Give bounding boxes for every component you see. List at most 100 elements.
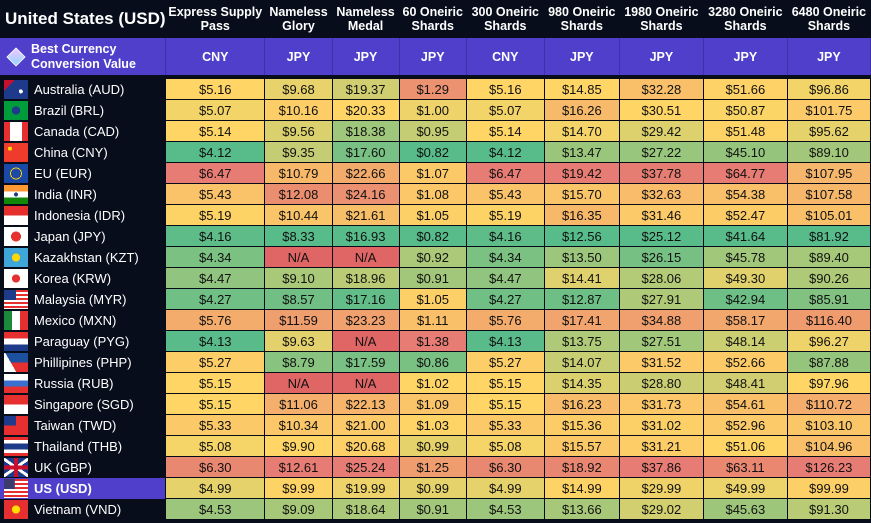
column-header[interactable]: 60 Oneiric Shards [399, 0, 467, 38]
country-cell: EU (EUR) [0, 162, 166, 184]
price-cell: $0.86 [398, 351, 467, 373]
price-cell: $4.47 [465, 267, 545, 289]
price-cell: N/A [331, 330, 400, 352]
table-row: India (INR) $5.43 $12.08 $24.16 $1.08 $5.43 $1… [0, 183, 871, 205]
price-cell: $5.27 [165, 351, 266, 373]
country-cell: Korea (KRW) [0, 267, 166, 289]
price-cell: $0.91 [398, 267, 467, 289]
price-cell: $41.64 [702, 225, 788, 247]
column-header[interactable]: 980 Oneiric Shards [544, 0, 620, 38]
price-cell: $1.00 [398, 99, 467, 121]
country-cell: Russia (RUB) [0, 372, 166, 394]
price-cell: $1.05 [398, 204, 467, 226]
price-cell: $22.13 [331, 393, 400, 415]
price-cell: $126.23 [786, 456, 871, 478]
country-label: India (INR) [34, 186, 97, 202]
country-cell: Canada (CAD) [0, 120, 166, 142]
column-header[interactable]: 300 Oneiric Shards [466, 0, 545, 38]
price-cell: $107.95 [786, 162, 871, 184]
price-cell: $90.26 [786, 267, 871, 289]
price-cell: $20.33 [331, 99, 400, 121]
price-cell: $5.43 [165, 183, 266, 205]
price-cell: $31.52 [618, 351, 704, 373]
best-currency-cell: JPY [703, 38, 788, 75]
price-cell: $4.34 [465, 246, 545, 268]
price-cell: $116.40 [786, 309, 871, 331]
country-label: Brazil (BRL) [34, 102, 105, 118]
table-row: Phillipines (PHP) $5.27 $8.79 $17.59 $0.86 $5… [0, 351, 871, 373]
price-cell: $5.33 [465, 414, 545, 436]
country-label: Vietnam (VND) [34, 501, 122, 517]
column-header[interactable]: 6480 Oneiric Shards [787, 0, 871, 38]
price-cell: $54.38 [702, 183, 788, 205]
price-cell: $91.30 [786, 498, 871, 520]
price-cell: $4.27 [465, 288, 545, 310]
price-cell: $5.19 [165, 204, 266, 226]
country-label: Thailand (THB) [34, 438, 123, 454]
table-row: Brazil (BRL) $5.07 $10.16 $20.33 $1.00 $5.07 $… [0, 99, 871, 121]
price-cell: $28.80 [618, 372, 704, 394]
price-cell: $4.13 [165, 330, 266, 352]
price-cell: N/A [331, 246, 400, 268]
price-cell: $6.30 [465, 456, 545, 478]
price-cell: $13.50 [543, 246, 620, 268]
price-cell: $37.86 [618, 456, 704, 478]
price-cell: $12.08 [264, 183, 333, 205]
price-cell: $27.51 [618, 330, 704, 352]
column-header[interactable]: Express Supply Pass [165, 0, 265, 38]
price-cell: $51.06 [702, 435, 788, 457]
country-label: Malaysia (MYR) [34, 291, 127, 307]
price-cell: $0.92 [398, 246, 467, 268]
table-row: EU (EUR) $6.47 $10.79 $22.66 $1.07 $6.47 $19.4… [0, 162, 871, 184]
column-header[interactable]: Nameless Medal [332, 0, 400, 38]
flag-canada-icon [4, 121, 28, 141]
country-cell: Singapore (SGD) [0, 393, 166, 415]
price-cell: $21.00 [331, 414, 400, 436]
price-cell: $9.56 [264, 120, 333, 142]
best-currency-cell: JPY [619, 38, 704, 75]
header-row: United States (USD) Express Supply Pass Na… [0, 0, 871, 38]
price-cell: $5.43 [465, 183, 545, 205]
price-cell: $0.95 [398, 120, 467, 142]
crystal-gem-icon [6, 46, 26, 67]
price-cell: $4.53 [165, 498, 266, 520]
price-cell: $58.17 [702, 309, 788, 331]
price-cell: N/A [331, 372, 400, 394]
country-label: Japan (JPY) [34, 228, 106, 244]
flag-korea-icon [4, 268, 28, 288]
price-cell: $5.76 [465, 309, 545, 331]
flag-india-icon [4, 184, 28, 204]
country-cell: Kazakhstan (KZT) [0, 246, 166, 268]
price-cell: $4.16 [165, 225, 266, 247]
column-header[interactable]: Nameless Glory [264, 0, 333, 38]
price-cell: $21.61 [331, 204, 400, 226]
price-cell: N/A [264, 246, 333, 268]
price-cell: $1.09 [398, 393, 467, 415]
price-cell: $105.01 [786, 204, 871, 226]
country-cell: Brazil (BRL) [0, 99, 166, 121]
best-conversion-row: Best Currency Conversion Value CNY JPY JPY J… [0, 38, 871, 75]
price-cell: $18.92 [543, 456, 620, 478]
price-cell: $64.77 [702, 162, 788, 184]
price-cell: $12.56 [543, 225, 620, 247]
country-label: Phillipines (PHP) [34, 354, 132, 370]
price-cell: $87.88 [786, 351, 871, 373]
price-cell: $5.14 [165, 120, 266, 142]
price-cell: $45.78 [702, 246, 788, 268]
column-header[interactable]: 3280 Oneiric Shards [703, 0, 788, 38]
flag-thailand-icon [4, 436, 28, 456]
price-cell: $12.61 [264, 456, 333, 478]
country-label: Indonesia (IDR) [34, 207, 126, 223]
flag-malaysia-icon [4, 289, 28, 309]
country-cell: Taiwan (TWD) [0, 414, 166, 436]
country-cell: Phillipines (PHP) [0, 351, 166, 373]
price-cell: $14.07 [543, 351, 620, 373]
price-cell: $1.29 [398, 78, 467, 100]
price-cell: $4.16 [465, 225, 545, 247]
price-cell: $101.75 [786, 99, 871, 121]
column-header[interactable]: 1980 Oneiric Shards [619, 0, 704, 38]
price-cell: $96.27 [786, 330, 871, 352]
price-cell: $5.07 [465, 99, 545, 121]
price-cell: $25.24 [331, 456, 400, 478]
